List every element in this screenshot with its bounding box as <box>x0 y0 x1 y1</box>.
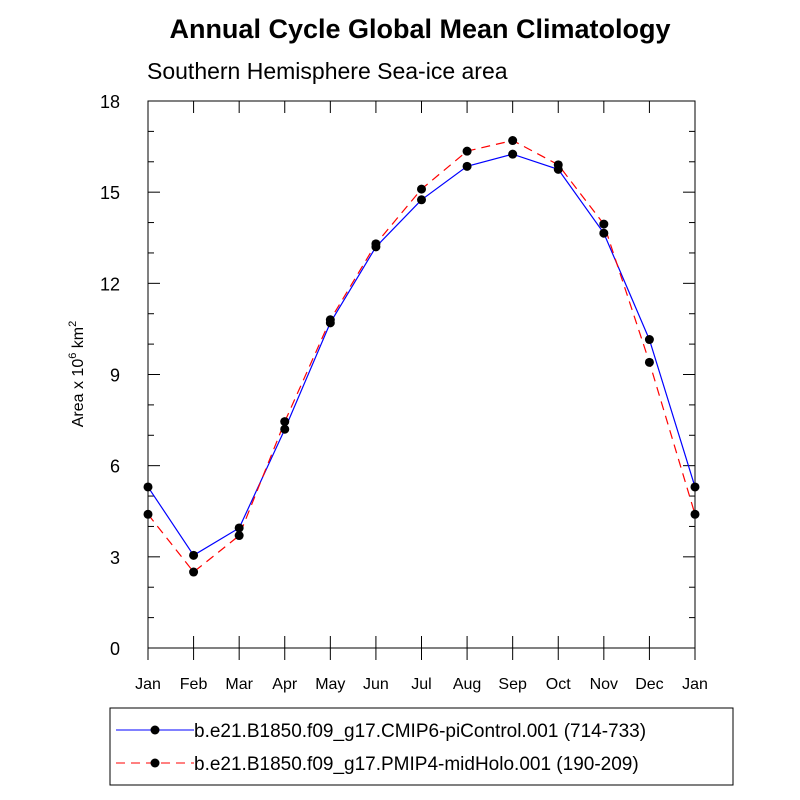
y-axis-label: Area x 106 km2 <box>67 321 87 428</box>
legend-item-1: b.e21.B1850.f09_g17.PMIP4-midHolo.001 (1… <box>116 754 639 775</box>
series-0-point <box>143 482 153 492</box>
y-tick-label: 6 <box>110 457 120 477</box>
plot-frame <box>147 100 696 649</box>
series-0-point <box>599 228 609 238</box>
series-1-point <box>280 417 290 427</box>
legend-item-0: b.e21.B1850.f09_g17.CMIP6-piControl.001 … <box>116 721 646 742</box>
y-axis-label-prefix: Area x 10 <box>70 359 87 428</box>
series-0-point <box>690 482 700 492</box>
y-tick-label: 3 <box>110 548 120 568</box>
x-tick-label: Oct <box>546 676 571 693</box>
y-tick-label: 9 <box>110 366 120 386</box>
x-tick-label: Dec <box>635 676 663 693</box>
x-tick-label: May <box>315 676 345 693</box>
series-1-point <box>189 567 199 577</box>
x-tick-label: Jun <box>363 676 389 693</box>
x-axis: Jan Feb Mar Apr May Jun Jul Aug Sep Oct Nov Dec Jan <box>135 101 708 693</box>
y-tick-label: 0 <box>110 639 120 659</box>
y-tick-label: 12 <box>100 274 120 294</box>
series-0-point <box>280 424 290 434</box>
series-1-point <box>325 315 335 325</box>
y-axis-label-unit-exponent: 2 <box>67 321 79 327</box>
legend-box <box>109 707 734 786</box>
series-layer <box>143 136 700 577</box>
series-1-point <box>234 531 244 541</box>
series-1-point <box>599 219 609 229</box>
x-tick-label: Sep <box>498 676 527 693</box>
legend-label-1: b.e21.B1850.f09_g17.PMIP4-midHolo.001 (1… <box>194 754 639 775</box>
y-axis-label-exponent: 6 <box>67 353 79 359</box>
series-1-point <box>644 357 654 367</box>
x-tick-label: Jan <box>682 676 708 693</box>
y-tick-label: 18 <box>100 92 120 112</box>
legend-marker-1 <box>150 758 160 768</box>
series-1-point <box>371 239 381 249</box>
x-tick-label: Jul <box>411 676 431 693</box>
y-tick-label: 15 <box>100 183 120 203</box>
series-0-point <box>508 149 518 159</box>
x-tick-label: Jan <box>135 676 161 693</box>
series-0-point <box>462 161 472 171</box>
series-0-point <box>644 335 654 345</box>
series-1-point <box>462 146 472 156</box>
legend: b.e21.B1850.f09_g17.CMIP6-piControl.001 … <box>109 707 734 786</box>
series-1-point <box>508 136 518 146</box>
series-1-point <box>417 184 426 194</box>
series-1-point <box>553 160 563 170</box>
legend-marker-0 <box>150 725 160 735</box>
series-0-point <box>189 550 199 560</box>
x-tick-label: Apr <box>272 676 298 693</box>
series-1-point <box>143 509 153 519</box>
series-line-1 <box>147 139 696 573</box>
series-1-point <box>690 509 700 519</box>
series-0-point <box>417 195 426 205</box>
chart-title: Annual Cycle Global Mean Climatology <box>169 14 670 44</box>
x-tick-label: Mar <box>225 676 253 693</box>
x-tick-label: Nov <box>590 676 618 693</box>
x-tick-label: Feb <box>180 676 208 693</box>
chart-subtitle: Southern Hemisphere Sea-ice area <box>147 58 508 84</box>
series-line-0 <box>147 153 696 557</box>
y-axis: 0 3 6 9 12 15 18 <box>100 92 695 659</box>
legend-label-0: b.e21.B1850.f09_g17.CMIP6-piControl.001 … <box>194 721 646 742</box>
series-0-point <box>234 523 244 533</box>
y-axis-label-unit: km <box>70 327 87 353</box>
x-tick-label: Aug <box>453 676 481 693</box>
